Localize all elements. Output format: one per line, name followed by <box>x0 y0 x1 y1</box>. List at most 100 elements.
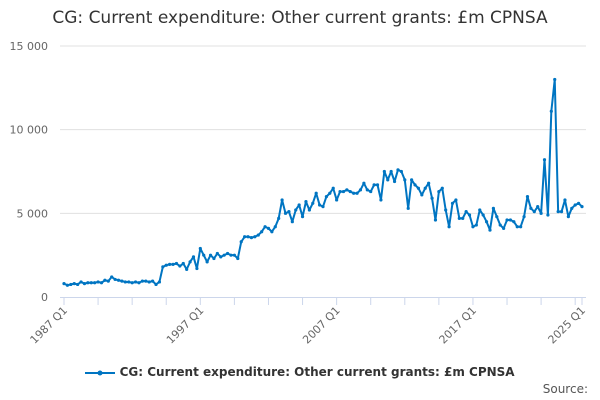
data-point <box>191 255 196 259</box>
data-point <box>86 281 90 285</box>
source-label: Source: <box>542 382 588 396</box>
data-point <box>505 218 509 222</box>
data-point <box>225 251 230 256</box>
data-point <box>427 181 431 185</box>
data-point <box>79 280 83 284</box>
data-point <box>283 211 288 215</box>
data-point <box>157 280 162 284</box>
data-point <box>403 178 407 182</box>
data-point <box>559 210 564 214</box>
data-point <box>215 251 219 256</box>
data-point <box>345 188 349 192</box>
x-tick-label: 1997 Q1 <box>164 304 207 347</box>
data-point <box>178 264 182 268</box>
data-point <box>317 203 322 207</box>
data-point <box>297 203 301 207</box>
data-point <box>253 235 257 239</box>
data-point <box>573 203 577 207</box>
data-point <box>256 233 260 237</box>
data-point <box>243 235 247 239</box>
data-point <box>372 183 376 187</box>
data-point <box>266 226 271 230</box>
data-point <box>444 208 448 212</box>
data-point <box>420 193 424 197</box>
data-point <box>338 189 342 194</box>
data-point <box>290 220 294 224</box>
data-point <box>502 226 506 230</box>
data-point <box>321 205 325 209</box>
data-point <box>413 183 417 187</box>
data-point <box>464 210 468 214</box>
data-point <box>396 168 400 172</box>
data-point <box>277 216 281 220</box>
data-point <box>72 282 76 286</box>
data-point <box>212 256 216 261</box>
data-point <box>488 228 492 232</box>
chart-title: CG: Current expenditure: Other current g… <box>52 8 548 28</box>
y-tick-label: 15 000 <box>10 40 49 53</box>
data-point <box>484 220 489 224</box>
data-point <box>188 260 192 264</box>
data-point <box>461 216 465 220</box>
data-point <box>556 210 560 214</box>
data-point <box>335 198 339 202</box>
data-point <box>65 283 70 287</box>
data-point <box>174 261 179 266</box>
data-point <box>123 280 127 284</box>
data-point <box>168 262 172 266</box>
data-point <box>110 275 114 279</box>
data-point <box>542 158 547 162</box>
data-point <box>478 208 482 212</box>
data-point <box>161 265 165 269</box>
data-point <box>137 281 141 285</box>
data-point <box>423 186 427 190</box>
data-point <box>348 189 352 194</box>
data-point <box>106 279 110 283</box>
data-point <box>127 280 131 284</box>
data-point <box>304 200 308 204</box>
data-point <box>331 186 335 190</box>
data-point <box>525 195 530 199</box>
data-point <box>471 225 475 229</box>
data-point <box>437 189 441 194</box>
y-tick-label: 5 000 <box>17 207 49 220</box>
data-point <box>219 255 223 259</box>
data-point <box>144 279 148 283</box>
data-point <box>532 210 536 214</box>
data-point <box>93 281 97 285</box>
data-point <box>358 188 363 192</box>
data-point <box>440 186 444 190</box>
data-point <box>522 215 526 219</box>
data-point <box>457 216 461 220</box>
data-point <box>467 213 472 217</box>
data-point <box>300 215 305 219</box>
data-point <box>352 191 356 195</box>
data-point <box>208 253 213 257</box>
data-point <box>239 240 243 244</box>
data-point <box>495 215 499 219</box>
data-point <box>151 279 155 283</box>
y-tick-label: 10 000 <box>10 124 49 137</box>
data-point <box>195 266 199 271</box>
data-point <box>539 211 543 215</box>
data-point <box>236 256 240 261</box>
data-point <box>99 281 104 285</box>
x-tick-label: 2025 Q1 <box>546 304 589 347</box>
data-point <box>553 77 557 82</box>
data-point <box>519 225 523 229</box>
data-point <box>406 206 410 210</box>
data-point <box>386 178 390 182</box>
data-point <box>580 205 584 209</box>
data-point <box>69 282 73 287</box>
data-point <box>120 279 124 283</box>
data-point <box>82 282 87 286</box>
data-point <box>481 213 485 217</box>
data-point <box>389 169 393 174</box>
x-tick-label: 2007 Q1 <box>300 304 343 347</box>
data-point <box>222 253 226 257</box>
data-point <box>324 195 329 199</box>
data-point <box>450 201 455 205</box>
data-point <box>362 181 366 185</box>
x-tick-label: 1987 Q1 <box>28 304 71 347</box>
data-point <box>536 205 540 209</box>
